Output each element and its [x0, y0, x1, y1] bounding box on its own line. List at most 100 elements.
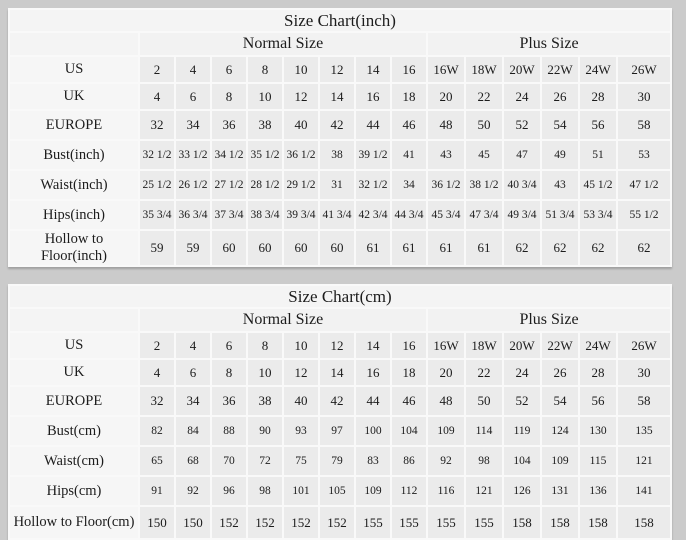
title-row: Size Chart(cm) — [10, 286, 670, 307]
size-cell: 97 — [320, 417, 354, 445]
row-label: Bust(inch) — [10, 141, 138, 169]
size-cell: 100 — [356, 417, 390, 445]
size-cell: 130 — [580, 417, 616, 445]
size-cell: 26W — [618, 57, 670, 82]
size-cell: 38 — [248, 387, 282, 415]
size-cell: 45 3/4 — [428, 201, 464, 229]
size-cell: 61 — [428, 231, 464, 265]
size-cell: 38 3/4 — [248, 201, 282, 229]
size-cell: 55 1/2 — [618, 201, 670, 229]
size-cell: 44 — [356, 111, 390, 139]
size-cell: 46 — [392, 387, 426, 415]
size-cell: 54 — [542, 111, 578, 139]
size-cell: 51 3/4 — [542, 201, 578, 229]
size-cell: 24 — [504, 360, 540, 385]
size-cell: 50 — [466, 387, 502, 415]
size-cell: 4 — [140, 360, 174, 385]
table-row: Waist(cm) 65 68 70 72 75 79 83 86 92 98 104 109 115 12… — [10, 447, 670, 475]
table-row: Hips(cm) 91 92 96 98 101 105 109 112 116 121 126 131… — [10, 477, 670, 505]
size-cell: 10 — [248, 360, 282, 385]
size-cell: 6 — [212, 333, 246, 358]
size-cell: 29 1/2 — [284, 171, 318, 199]
size-cell: 46 — [392, 111, 426, 139]
size-cell: 150 — [140, 507, 174, 538]
size-cell: 52 — [504, 111, 540, 139]
size-cell: 10 — [284, 57, 318, 82]
size-cell: 62 — [618, 231, 670, 265]
size-cell: 14 — [356, 333, 390, 358]
size-cell: 126 — [504, 477, 540, 505]
row-label: Bust(cm) — [10, 417, 138, 445]
size-cell: 59 — [176, 231, 210, 265]
size-cell: 6 — [176, 84, 210, 109]
size-cell: 109 — [542, 447, 578, 475]
size-cell: 20 — [428, 84, 464, 109]
table-row: Hollow to Floor(inch) 59 59 60 60 60 60 61 61 61 6… — [10, 231, 670, 265]
table-row: Bust(cm) 82 84 88 90 93 97 100 104 109 114 119 124 13… — [10, 417, 670, 445]
size-cell: 31 — [320, 171, 354, 199]
size-cell: 155 — [428, 507, 464, 538]
size-cell: 14 — [356, 57, 390, 82]
normal-size-header: Normal Size — [140, 33, 426, 55]
size-cell: 62 — [542, 231, 578, 265]
size-cell: 27 1/2 — [212, 171, 246, 199]
size-cell: 54 — [542, 387, 578, 415]
size-cell: 44 — [356, 387, 390, 415]
size-cell: 53 — [618, 141, 670, 169]
size-cell: 36 3/4 — [176, 201, 210, 229]
size-cell: 42 3/4 — [356, 201, 390, 229]
size-cell: 96 — [212, 477, 246, 505]
size-cell: 41 — [392, 141, 426, 169]
size-cell: 158 — [580, 507, 616, 538]
size-cell: 42 — [320, 111, 354, 139]
size-cell: 14 — [320, 84, 354, 109]
size-cell: 24W — [580, 57, 616, 82]
row-label: US — [10, 57, 138, 82]
table-row: EUROPE 32 34 36 38 40 42 44 46 48 50 52 54 56 58 — [10, 387, 670, 415]
size-cell: 38 1/2 — [466, 171, 502, 199]
size-cell: 39 3/4 — [284, 201, 318, 229]
size-cell: 105 — [320, 477, 354, 505]
size-cell: 92 — [428, 447, 464, 475]
table-row: UK 4 6 8 10 12 14 16 18 20 22 24 26 28 30 — [10, 360, 670, 385]
size-cell: 22W — [542, 57, 578, 82]
size-cell: 79 — [320, 447, 354, 475]
plus-size-header: Plus Size — [428, 33, 670, 55]
size-cell: 40 — [284, 111, 318, 139]
size-cell: 48 — [428, 111, 464, 139]
table-row: Bust(inch) 32 1/2 33 1/2 34 1/2 35 1/2 36 1/2… — [10, 141, 670, 169]
table-row: EUROPE 32 34 36 38 40 42 44 46 48 50 52 54 56 58 — [10, 111, 670, 139]
size-cell: 2 — [140, 57, 174, 82]
size-cell: 37 3/4 — [212, 201, 246, 229]
size-cell: 58 — [618, 111, 670, 139]
size-cell: 16 — [356, 360, 390, 385]
row-label: Hollow to Floor(inch) — [10, 231, 138, 265]
size-cell: 152 — [284, 507, 318, 538]
size-cell: 50 — [466, 111, 502, 139]
group-header-row: Normal Size Plus Size — [10, 33, 670, 55]
table-row: US 2 4 6 8 10 12 14 16 16W 18W 20W 22W 24W 26W — [10, 57, 670, 82]
size-cell: 4 — [176, 333, 210, 358]
size-cell: 56 — [580, 111, 616, 139]
size-cell: 18 — [392, 84, 426, 109]
size-cell: 62 — [504, 231, 540, 265]
size-cell: 72 — [248, 447, 282, 475]
size-cell: 58 — [618, 387, 670, 415]
size-cell: 16W — [428, 333, 464, 358]
size-cell: 10 — [248, 84, 282, 109]
size-cell: 4 — [140, 84, 174, 109]
size-cell: 30 — [618, 84, 670, 109]
size-cell: 34 — [176, 387, 210, 415]
size-cell: 155 — [392, 507, 426, 538]
size-cell: 6 — [176, 360, 210, 385]
size-cell: 158 — [542, 507, 578, 538]
size-cell: 61 — [356, 231, 390, 265]
size-cell: 43 — [428, 141, 464, 169]
group-header-row: Normal Size Plus Size — [10, 309, 670, 331]
row-label: Waist(cm) — [10, 447, 138, 475]
size-cell: 114 — [466, 417, 502, 445]
size-cell: 26 1/2 — [176, 171, 210, 199]
size-cell: 12 — [320, 333, 354, 358]
size-cell: 75 — [284, 447, 318, 475]
size-cell: 59 — [140, 231, 174, 265]
